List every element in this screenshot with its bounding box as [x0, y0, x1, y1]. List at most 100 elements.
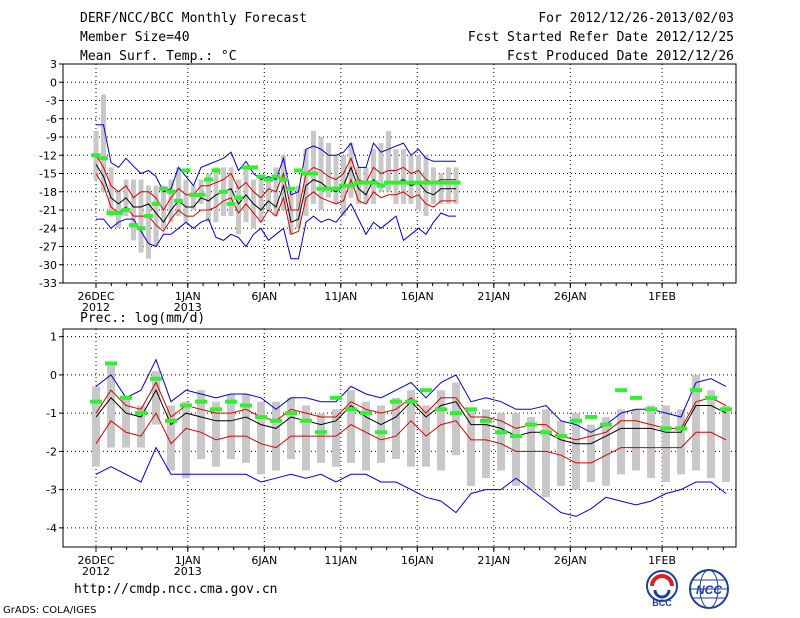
precip-ensemble-box [212, 401, 220, 467]
temp-observed-mark [181, 168, 191, 173]
temp-observed-mark [421, 180, 431, 185]
precip-ensemble-box [362, 401, 370, 471]
precip-ytick-label: 0 [50, 369, 57, 382]
precip-ensemble-box [692, 374, 700, 471]
precip-observed-mark [90, 399, 102, 404]
temp-ensemble-box [101, 94, 106, 192]
precip-ensemble-box [452, 382, 460, 456]
svg-text:BCC: BCC [652, 598, 672, 608]
temp-observed-mark [391, 180, 401, 185]
precip-ensemble-box [242, 394, 250, 463]
temp-observed-mark [414, 180, 423, 185]
temp-ensemble-box [386, 130, 391, 192]
temp-ensemble-box [176, 167, 181, 217]
footer-url[interactable]: http://cmdp.ncc.cma.gov.cn [74, 582, 278, 597]
temp-observed-mark [91, 153, 101, 158]
precip-ensemble-box [182, 401, 190, 479]
precip-ensemble-box [722, 405, 730, 482]
temp-ensemble-box [348, 143, 354, 198]
precip-xtick-label: 26JAN [554, 554, 587, 567]
precip-observed-mark [675, 426, 687, 431]
temp-ensemble-box [168, 179, 174, 223]
precip-observed-mark [135, 411, 147, 416]
temp-observed-mark [106, 211, 116, 216]
temp-ensemble-box [266, 179, 271, 210]
temp-observed-mark [204, 177, 213, 182]
temp-ytick-label: -24 [39, 222, 57, 235]
temp-ytick-label: 0 [50, 76, 57, 89]
precip-ensemble-box [572, 413, 580, 490]
temp-xtick-label: 16JAN [401, 290, 434, 303]
temp-observed-mark [99, 156, 108, 161]
temp-observed-mark [159, 186, 168, 191]
precip-observed-mark [720, 407, 732, 412]
precip-ensemble-box [407, 390, 415, 467]
precip-observed-mark [150, 376, 162, 381]
temp-observed-mark [189, 192, 198, 197]
precip-observed-mark [705, 395, 717, 400]
temp-ensemble-box [326, 143, 331, 198]
precip-observed-mark [255, 414, 267, 419]
temp-ensemble-box [206, 173, 211, 223]
precip-ensemble-box [197, 390, 205, 460]
precip-observed-mark [420, 388, 432, 393]
precip-upper-line [95, 381, 727, 441]
temp-ensemble-box [191, 185, 196, 210]
precip-ensemble-box [662, 405, 670, 482]
precip-observed-mark [180, 403, 192, 408]
precip-ensemble-box [482, 409, 490, 479]
temp-observed-mark [166, 189, 176, 194]
precip-xtick-label: 16JAN [401, 554, 434, 567]
temp-ensemble-box [408, 155, 414, 204]
temp-observed-mark [294, 168, 303, 173]
temp-ensemble-box [236, 179, 241, 235]
ncc-logo: NCC [689, 569, 729, 609]
precip-xtick-label: 11JAN [324, 554, 357, 567]
temp-ytick-label: -15 [39, 168, 57, 181]
temp-ensemble-box [228, 167, 234, 217]
temp-ensemble-box [296, 185, 301, 229]
precip-observed-mark [480, 418, 492, 423]
precip-max-line [95, 358, 727, 433]
precip-ytick-label: -3 [46, 484, 57, 497]
precip-observed-mark [240, 403, 252, 408]
precip-ensemble-box [512, 413, 520, 486]
precip-ensemble-box [347, 390, 355, 463]
temp-observed-mark [354, 180, 363, 185]
temp-ytick-label: -18 [39, 186, 57, 199]
precip-observed-mark [390, 399, 402, 404]
temp-xtick-label: 1FEB [648, 290, 676, 303]
temp-ensemble-box [378, 143, 384, 192]
temp-observed-mark [256, 174, 266, 179]
temp-observed-mark [144, 214, 153, 219]
temp-ensemble-box [183, 179, 189, 223]
temp-ensemble-box [393, 149, 399, 204]
temp-ytick-label: -3 [46, 95, 57, 108]
precip-ensemble-box [527, 416, 535, 490]
temp-observed-mark [346, 183, 356, 188]
precip-observed-mark [660, 426, 672, 431]
member-size: Member Size=40 [80, 30, 190, 45]
precip-ensemble-box [227, 394, 235, 460]
precip-ensemble-box [467, 409, 475, 486]
temp-observed-mark [376, 183, 386, 188]
temp-xtick-label: 1JAN [175, 290, 201, 303]
precip-observed-mark [300, 418, 312, 423]
precip-observed-mark [555, 434, 567, 439]
precip-xtick-label: 6JAN [251, 554, 277, 567]
temp-ensemble-box [453, 167, 459, 204]
temp-upper-line [95, 155, 456, 211]
precip-observed-mark [165, 418, 177, 423]
precip-observed-mark [285, 411, 297, 416]
temp-observed-mark [324, 186, 333, 191]
temp-observed-mark [174, 198, 183, 203]
svg-text:NCC: NCC [696, 583, 722, 597]
precip-ensemble-box [332, 409, 340, 467]
temp-observed-mark [429, 180, 438, 185]
temp-observed-mark [406, 180, 416, 185]
precip-ensemble-box [272, 401, 280, 471]
precip-ensemble-box [647, 405, 655, 479]
temp-ensemble-box [431, 167, 436, 204]
temp-xtick-label: 26JAN [554, 290, 587, 303]
